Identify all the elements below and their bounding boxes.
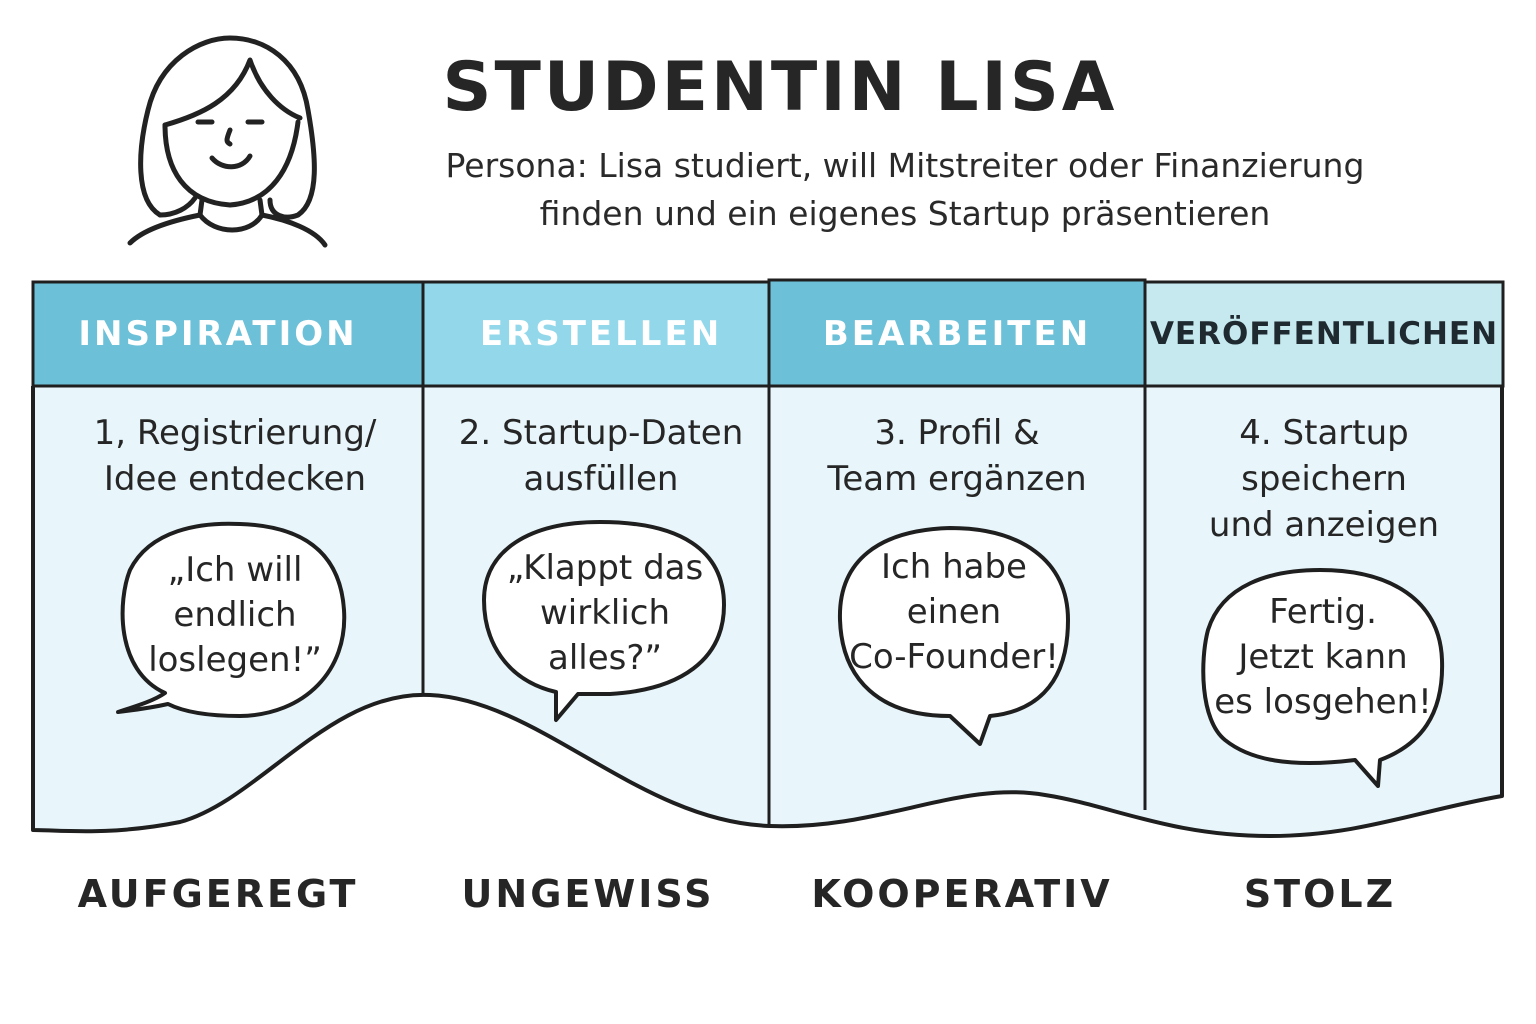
phase-label-erstellen: ERSTELLEN	[479, 314, 723, 354]
quote-4: Fertig. Jetzt kann es losgehen!	[1208, 590, 1438, 725]
step-2-line2: ausfüllen	[523, 459, 679, 499]
emotion-ungewiss: UNGEWISS	[461, 872, 715, 916]
quote-3: Ich habe einen Co-Founder!	[840, 545, 1068, 680]
quote-3-line3: Co-Founder!	[849, 637, 1059, 677]
step-2: 2. Startup-Daten ausfüllen	[430, 410, 772, 502]
header-cell-3	[767, 278, 1147, 388]
emotion-kooperativ: KOOPERATIV	[811, 872, 1113, 916]
quote-2-line1: „Klappt das	[506, 548, 704, 588]
header-cell-4	[1143, 280, 1505, 388]
speech-bubble-1	[116, 521, 347, 718]
persona-subtitle-line2: finden und ein eigenes Startup präsentie…	[539, 194, 1271, 233]
quote-4-line3: es losgehen!	[1214, 682, 1432, 722]
quote-3-line2: einen	[906, 592, 1002, 632]
quote-2-line3: alles?”	[547, 638, 663, 678]
speech-bubble-2	[482, 520, 726, 722]
quote-4-line2: Jetzt kann	[1238, 637, 1408, 677]
quote-4-line1: Fertig.	[1269, 592, 1377, 632]
step-4: 4. Startup speichern und anzeigen	[1145, 410, 1503, 548]
step-4-line3: und anzeigen	[1208, 505, 1440, 545]
quote-1-line2: endlich	[173, 595, 297, 635]
step-1-line2: Idee entdecken	[103, 459, 367, 499]
emotion-stolz: STOLZ	[1243, 872, 1397, 916]
speech-bubble-3	[837, 526, 1070, 746]
woman-face-icon	[127, 35, 328, 248]
quote-1-line1: „Ich will	[167, 550, 303, 590]
step-1: 1, Registrierung/ Idee entdecken	[40, 410, 430, 502]
speech-bubble-4	[1201, 568, 1445, 788]
phase-label-veroeffentlichen: VERÖFFENTLICHEN	[1149, 316, 1499, 352]
step-3-line2: Team ergänzen	[827, 459, 1087, 499]
step-1-line1: 1, Registrierung/	[93, 413, 377, 453]
persona-subtitle-line1: Persona: Lisa studiert, will Mitstreiter…	[445, 146, 1365, 185]
step-4-line1: 4. Startup	[1239, 413, 1409, 453]
step-2-line1: 2. Startup-Daten	[458, 413, 744, 453]
emotion-aufgeregt: AUFGEREGT	[77, 872, 359, 916]
header-cell-1	[31, 280, 425, 388]
persona-subtitle: Persona: Lisa studiert, will Mitstreiter…	[340, 142, 1470, 238]
quote-1: „Ich will endlich loslegen!”	[130, 548, 340, 683]
header-cell-2	[421, 280, 771, 388]
phase-label-inspiration: INSPIRATION	[78, 314, 358, 354]
quote-3-line1: Ich habe	[881, 547, 1027, 587]
persona-title: STUDENTIN LISA	[442, 48, 1118, 127]
quote-1-line3: loslegen!”	[148, 640, 322, 680]
quote-2-line2: wirklich	[539, 593, 671, 633]
step-3: 3. Profil & Team ergänzen	[769, 410, 1145, 502]
phase-label-bearbeiten: BEARBEITEN	[822, 314, 1092, 354]
step-3-line1: 3. Profil &	[874, 413, 1040, 453]
step-4-line2: speichern	[1241, 459, 1407, 499]
quote-2: „Klappt das wirklich alles?”	[490, 546, 720, 681]
